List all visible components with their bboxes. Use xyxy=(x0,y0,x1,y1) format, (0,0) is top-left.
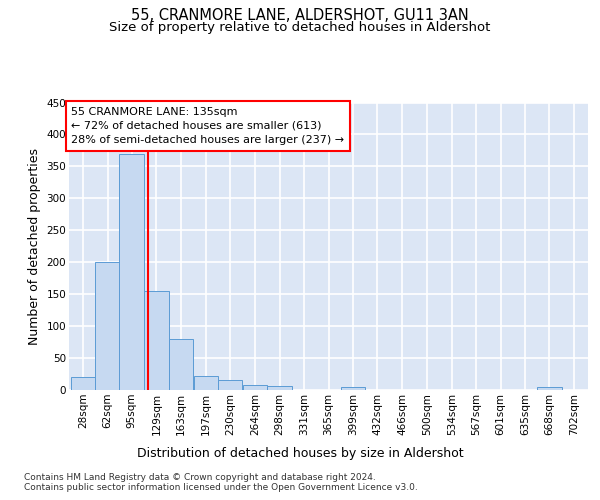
Bar xyxy=(194,376,218,390)
Bar xyxy=(71,377,95,390)
Bar xyxy=(341,387,365,390)
Bar xyxy=(268,386,292,390)
Y-axis label: Number of detached properties: Number of detached properties xyxy=(28,148,41,345)
Bar xyxy=(95,262,120,390)
Bar xyxy=(218,380,242,390)
Bar xyxy=(169,339,193,390)
Bar xyxy=(242,385,267,390)
Text: Distribution of detached houses by size in Aldershot: Distribution of detached houses by size … xyxy=(137,448,463,460)
Bar xyxy=(119,154,144,390)
Bar xyxy=(144,291,169,390)
Text: Contains HM Land Registry data © Crown copyright and database right 2024.
Contai: Contains HM Land Registry data © Crown c… xyxy=(24,472,418,492)
Bar xyxy=(537,387,562,390)
Text: 55, CRANMORE LANE, ALDERSHOT, GU11 3AN: 55, CRANMORE LANE, ALDERSHOT, GU11 3AN xyxy=(131,8,469,22)
Text: 55 CRANMORE LANE: 135sqm
← 72% of detached houses are smaller (613)
28% of semi-: 55 CRANMORE LANE: 135sqm ← 72% of detach… xyxy=(71,107,344,145)
Text: Size of property relative to detached houses in Aldershot: Size of property relative to detached ho… xyxy=(109,21,491,34)
